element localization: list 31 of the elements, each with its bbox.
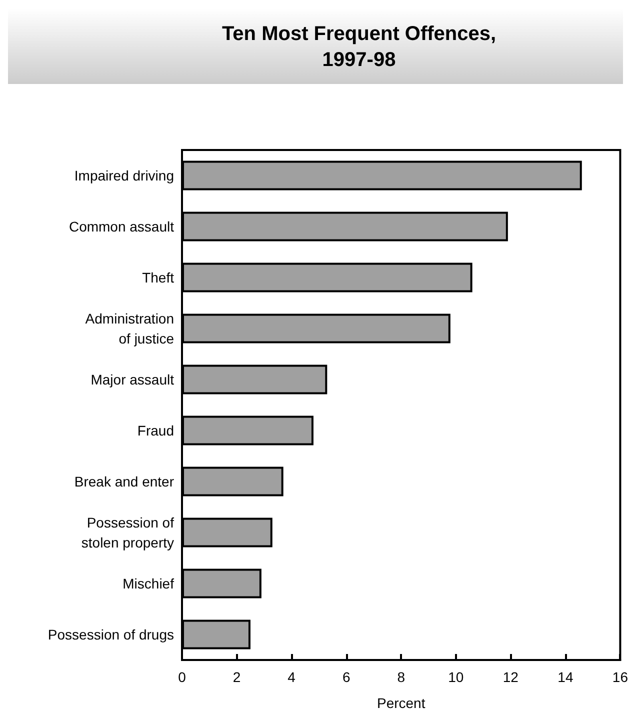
x-tick-label: 14 <box>558 669 574 685</box>
y-tick-label: Common assault <box>68 218 174 234</box>
x-tick-label: 4 <box>288 669 296 685</box>
bar <box>182 262 472 292</box>
bar <box>182 212 508 242</box>
x-tick-label: 6 <box>342 669 350 685</box>
y-tick-label: Administration of justice <box>85 310 174 346</box>
bar <box>182 364 328 394</box>
bar <box>182 416 314 446</box>
bar <box>182 466 284 496</box>
y-tick-label: Impaired driving <box>74 168 174 184</box>
y-tick-label: Break and enter <box>74 474 174 490</box>
bar <box>182 568 262 598</box>
x-tick-label: 10 <box>448 669 464 685</box>
x-tick-label: 8 <box>397 669 406 685</box>
bar <box>182 518 272 548</box>
x-tick-label: 12 <box>502 669 519 685</box>
y-tick-label: Fraud <box>137 422 174 438</box>
y-tick-label: Possession of drugs <box>48 626 174 642</box>
y-tick-label: Major assault <box>90 372 174 388</box>
bar <box>182 160 582 190</box>
y-tick-label: Theft <box>142 270 174 286</box>
chart-title: Ten Most Frequent Offences, 1997-98 <box>222 23 496 71</box>
bar <box>182 620 250 650</box>
y-tick-label: Possession of stolen property <box>81 514 174 550</box>
x-tick-label: 2 <box>232 669 241 685</box>
y-tick-label: Mischief <box>122 576 174 592</box>
x-tick-label: 16 <box>612 669 628 685</box>
bar <box>182 314 450 344</box>
x-tick-label: 0 <box>178 669 186 685</box>
x-axis-title: Percent <box>376 695 426 711</box>
